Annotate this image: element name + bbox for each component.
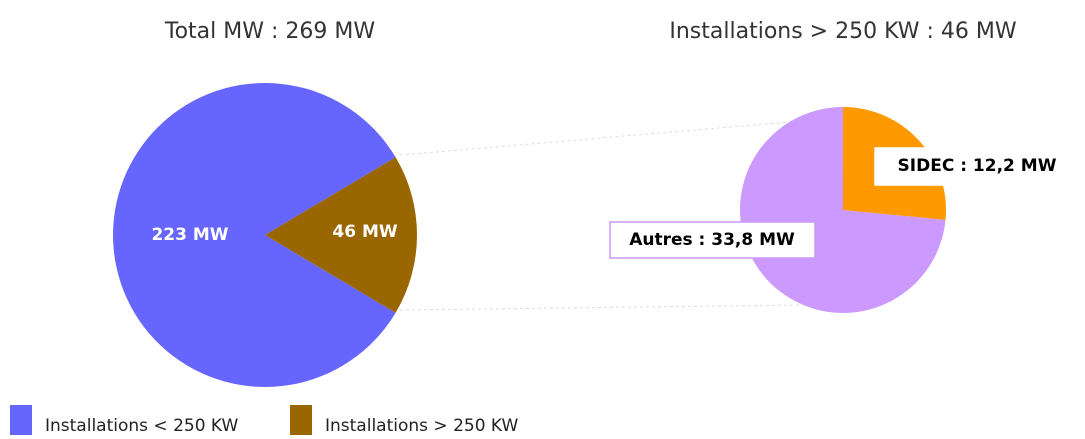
- connector: [399, 304, 801, 311]
- pie-slice: [265, 157, 417, 313]
- legend-swatch: [290, 405, 312, 435]
- chart-title: Total MW : 269 MW: [164, 19, 375, 44]
- label-box: [874, 147, 1081, 186]
- value-label: Autres : 33,8 MW: [629, 230, 795, 250]
- value-label: 223 MW: [151, 225, 228, 245]
- pie-slice: [740, 106, 946, 313]
- legend-label: Installations > 250 KW: [325, 416, 518, 436]
- label-box: [609, 221, 816, 259]
- value-label: SIDEC : 12,2 MW: [898, 156, 1057, 176]
- connector: [399, 121, 791, 156]
- pie-slice: [113, 83, 396, 388]
- legend-label: Installations < 250 KW: [45, 416, 238, 436]
- legend-swatch: [10, 405, 32, 435]
- value-label: 46 MW: [332, 222, 397, 242]
- chart-title: Installations > 250 KW : 46 MW: [669, 19, 1016, 44]
